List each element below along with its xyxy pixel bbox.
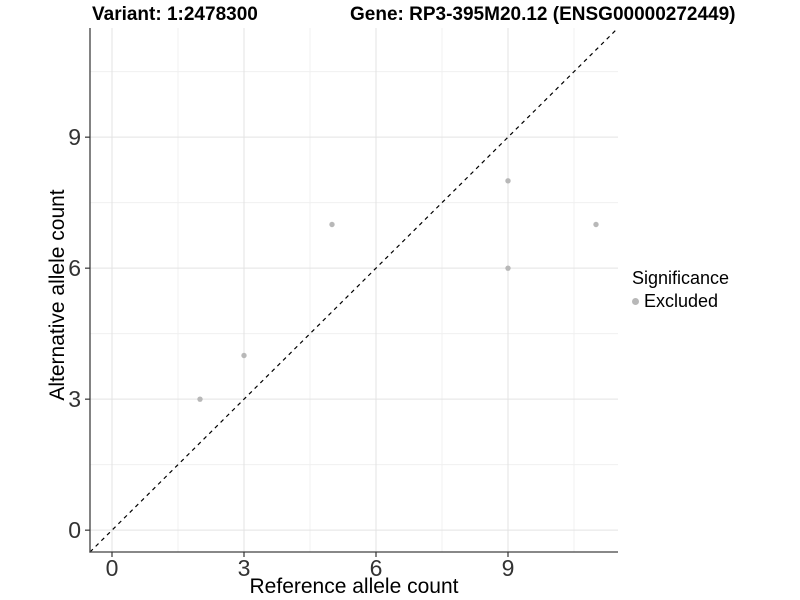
- legend: Significance Excluded: [632, 268, 729, 312]
- x-tick-label: 9: [502, 555, 515, 581]
- identity-dashed-line: [89, 27, 619, 553]
- data-point: [593, 221, 599, 228]
- y-tick-label: 0: [68, 517, 81, 543]
- data-point: [505, 265, 511, 271]
- data-point: [505, 178, 511, 184]
- gene-title: Gene: RP3-395M20.12 (ENSG00000272449): [350, 4, 736, 25]
- legend-entry-label: Excluded: [644, 291, 719, 311]
- y-tick-label: 6: [68, 255, 81, 281]
- legend-entry-excluded: Excluded: [632, 291, 729, 312]
- y-tick-label: 3: [68, 386, 81, 412]
- y-tick-label: 9: [68, 124, 81, 150]
- x-tick-label: 0: [106, 555, 119, 581]
- x-axis-title: Reference allele count: [249, 575, 459, 598]
- variant-title: Variant: 1:2478300: [92, 4, 258, 25]
- x-tick-label: 3: [238, 555, 251, 581]
- legend-title: Significance: [632, 268, 730, 288]
- data-point: [241, 352, 247, 359]
- data-point: [197, 396, 203, 402]
- y-axis-title: Alternative allele count: [46, 189, 69, 401]
- x-tick-label: 6: [370, 555, 383, 581]
- data-point: [329, 221, 335, 228]
- excluded-point-icon: [632, 298, 639, 305]
